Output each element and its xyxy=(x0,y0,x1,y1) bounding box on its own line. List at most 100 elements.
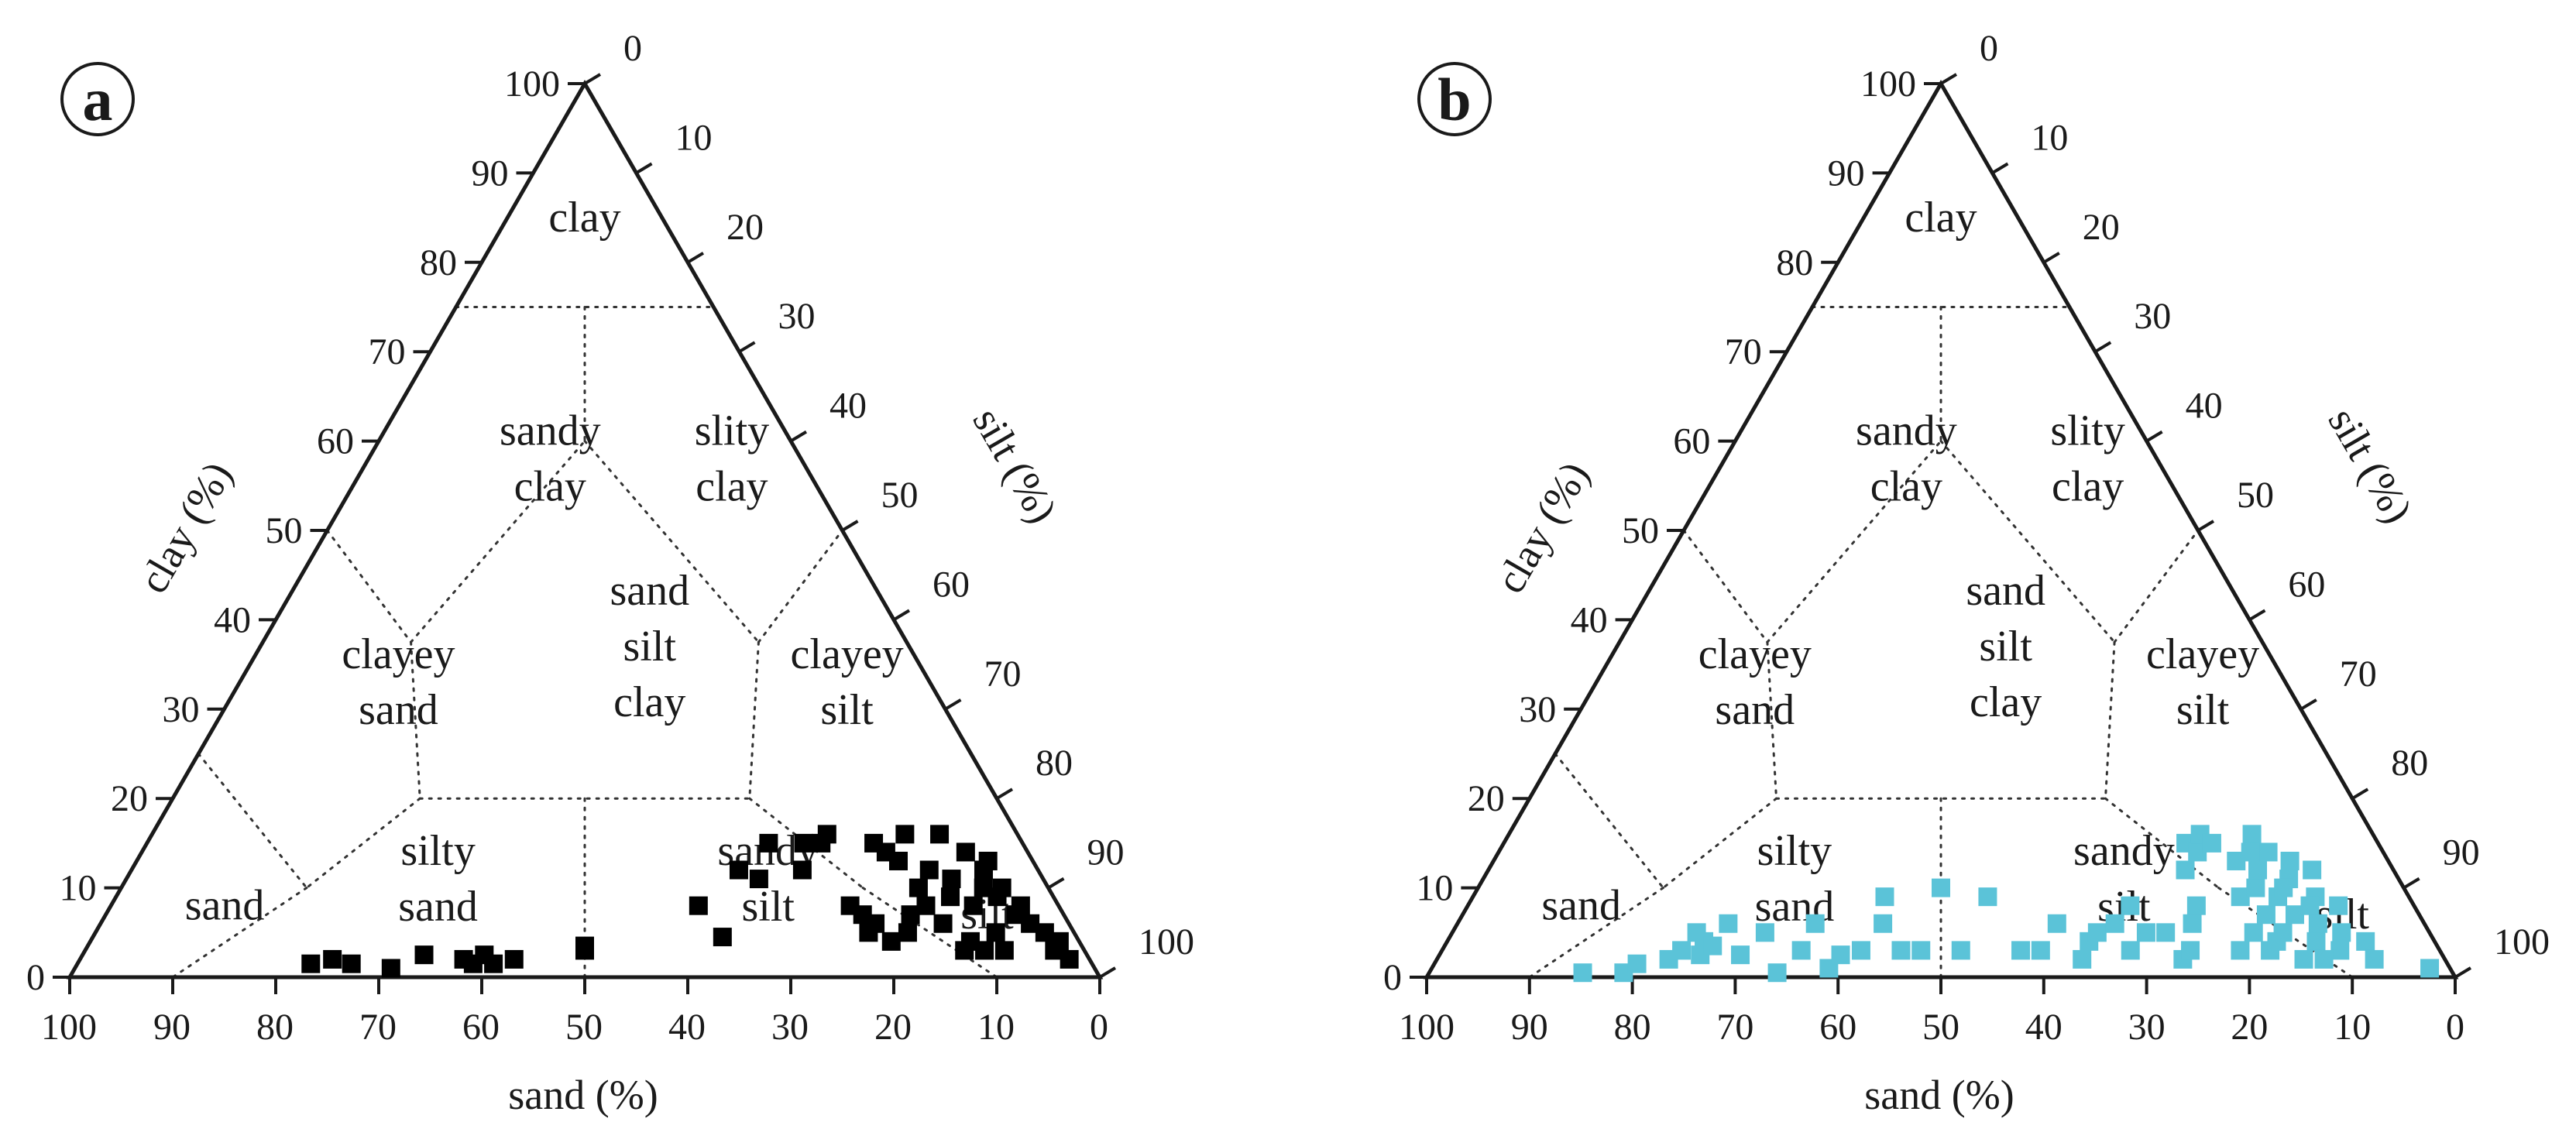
clay-tick-label: 10 xyxy=(60,868,97,909)
clay-axis-title: clay (%) xyxy=(129,454,241,601)
silt-axis-tick xyxy=(995,787,1014,800)
data-point-marker xyxy=(2186,896,2206,915)
class-boundary-line xyxy=(2104,797,2221,890)
data-point-marker xyxy=(1874,914,1893,933)
region-label: clay xyxy=(1905,194,1977,242)
data-point-marker xyxy=(1831,945,1850,965)
data-point-marker xyxy=(1978,887,1997,907)
silt-axis-tick xyxy=(738,341,756,353)
clay-tick-label: 80 xyxy=(420,242,457,283)
data-point-marker xyxy=(2330,941,2350,960)
clay-tick-label: 70 xyxy=(1725,331,1762,372)
region-label: clay xyxy=(613,678,685,726)
clay-tick-label: 40 xyxy=(1571,599,1608,640)
region-label: clay xyxy=(1870,463,1942,511)
sand-tick-label: 30 xyxy=(771,1007,809,1048)
region-label: clayey xyxy=(791,630,904,678)
region-label: clayey xyxy=(342,630,455,678)
data-point-marker xyxy=(342,954,361,973)
silt-axis-tick xyxy=(2042,252,2060,264)
data-point-marker xyxy=(2308,914,2327,933)
silt-axis-tick xyxy=(686,252,705,264)
region-label: clay xyxy=(548,194,620,242)
silt-axis-tick xyxy=(2454,966,2472,979)
data-point-marker xyxy=(1875,887,1894,907)
class-boundary-line xyxy=(2113,529,2200,643)
ternary-panel-b: b001001010902020803030704040605050506060… xyxy=(1383,28,2550,1118)
data-point-marker xyxy=(1755,923,1774,942)
sand-tick-label: 0 xyxy=(2446,1007,2464,1048)
data-point-marker xyxy=(2300,896,2320,915)
clay-tick-label: 90 xyxy=(472,153,509,194)
clay-tick-label: 20 xyxy=(1468,778,1505,819)
data-point-marker xyxy=(2121,896,2140,915)
class-boundary-line xyxy=(1661,797,1778,890)
class-boundary-line xyxy=(326,529,413,643)
data-point-marker xyxy=(2073,949,2092,969)
region-label: sandy xyxy=(2073,827,2175,875)
data-point-marker xyxy=(2176,860,2195,880)
region-label: clay xyxy=(2052,463,2124,511)
data-point-marker xyxy=(2031,941,2050,960)
region-label: sandy xyxy=(1856,407,1957,455)
region-label: sandy xyxy=(500,407,601,455)
data-point-marker xyxy=(414,945,434,965)
silt-axis-tick xyxy=(789,430,808,443)
class-boundary-line xyxy=(748,640,760,800)
silt-axis-tick xyxy=(2351,787,2369,800)
data-point-marker xyxy=(1932,878,1950,897)
sand-tick-label: 40 xyxy=(2025,1007,2063,1048)
data-point-marker xyxy=(2105,914,2124,933)
region-label: sand xyxy=(1715,686,1795,734)
data-point-marker xyxy=(1731,945,1750,965)
class-boundary-line xyxy=(197,753,308,890)
data-point-marker xyxy=(1767,963,1787,983)
class-boundary-line xyxy=(1766,640,1778,800)
silt-axis-tick xyxy=(635,162,653,175)
data-point-marker xyxy=(2256,905,2275,925)
data-point-marker xyxy=(2365,949,2384,969)
clay-tick-label: 60 xyxy=(317,421,354,462)
data-point-marker xyxy=(2244,923,2263,942)
clay-tick-label: 50 xyxy=(1622,510,1659,551)
class-boundary-line xyxy=(2104,640,2116,800)
panel-letter-circle xyxy=(1417,62,1492,136)
silt-tick-label: 10 xyxy=(2031,117,2068,158)
clay-tick-label: 60 xyxy=(1673,421,1710,462)
data-point-marker xyxy=(986,923,1005,942)
data-point-marker xyxy=(2274,878,2293,897)
data-point-marker xyxy=(2136,923,2155,942)
silt-axis-title: silt (%) xyxy=(2319,400,2421,531)
silt-tick-label: 70 xyxy=(2340,654,2377,695)
data-point-marker xyxy=(974,878,993,897)
data-point-marker xyxy=(575,941,594,960)
data-point-marker xyxy=(1627,954,1647,973)
region-label: silty xyxy=(400,827,475,875)
data-point-marker xyxy=(930,825,950,844)
sand-tick-label: 20 xyxy=(2231,1007,2268,1048)
data-point-marker xyxy=(2314,949,2334,969)
silt-tick-label: 90 xyxy=(1087,832,1125,873)
data-point-marker xyxy=(2332,923,2351,942)
data-point-marker xyxy=(729,860,748,880)
silt-axis-tick xyxy=(944,698,962,711)
region-label: sand xyxy=(1966,567,2045,615)
data-point-marker xyxy=(942,870,961,889)
sand-tick-label: 90 xyxy=(153,1007,191,1048)
silt-axis-title: silt (%) xyxy=(963,400,1066,531)
data-point-marker xyxy=(2267,932,2286,951)
data-point-marker xyxy=(2121,941,2140,960)
silt-tick-label: 20 xyxy=(726,207,764,248)
clay-tick-label: 30 xyxy=(163,689,200,730)
class-boundary-line xyxy=(1682,529,1769,643)
data-point-marker xyxy=(759,833,778,853)
silt-tick-label: 40 xyxy=(2186,386,2223,427)
data-point-marker xyxy=(794,833,813,853)
sand-tick-label: 80 xyxy=(256,1007,294,1048)
data-point-marker xyxy=(2202,833,2221,853)
class-boundary-line xyxy=(305,797,421,890)
data-point-marker xyxy=(1891,941,1911,960)
data-point-marker xyxy=(1719,914,1738,933)
data-point-marker xyxy=(994,941,1014,960)
